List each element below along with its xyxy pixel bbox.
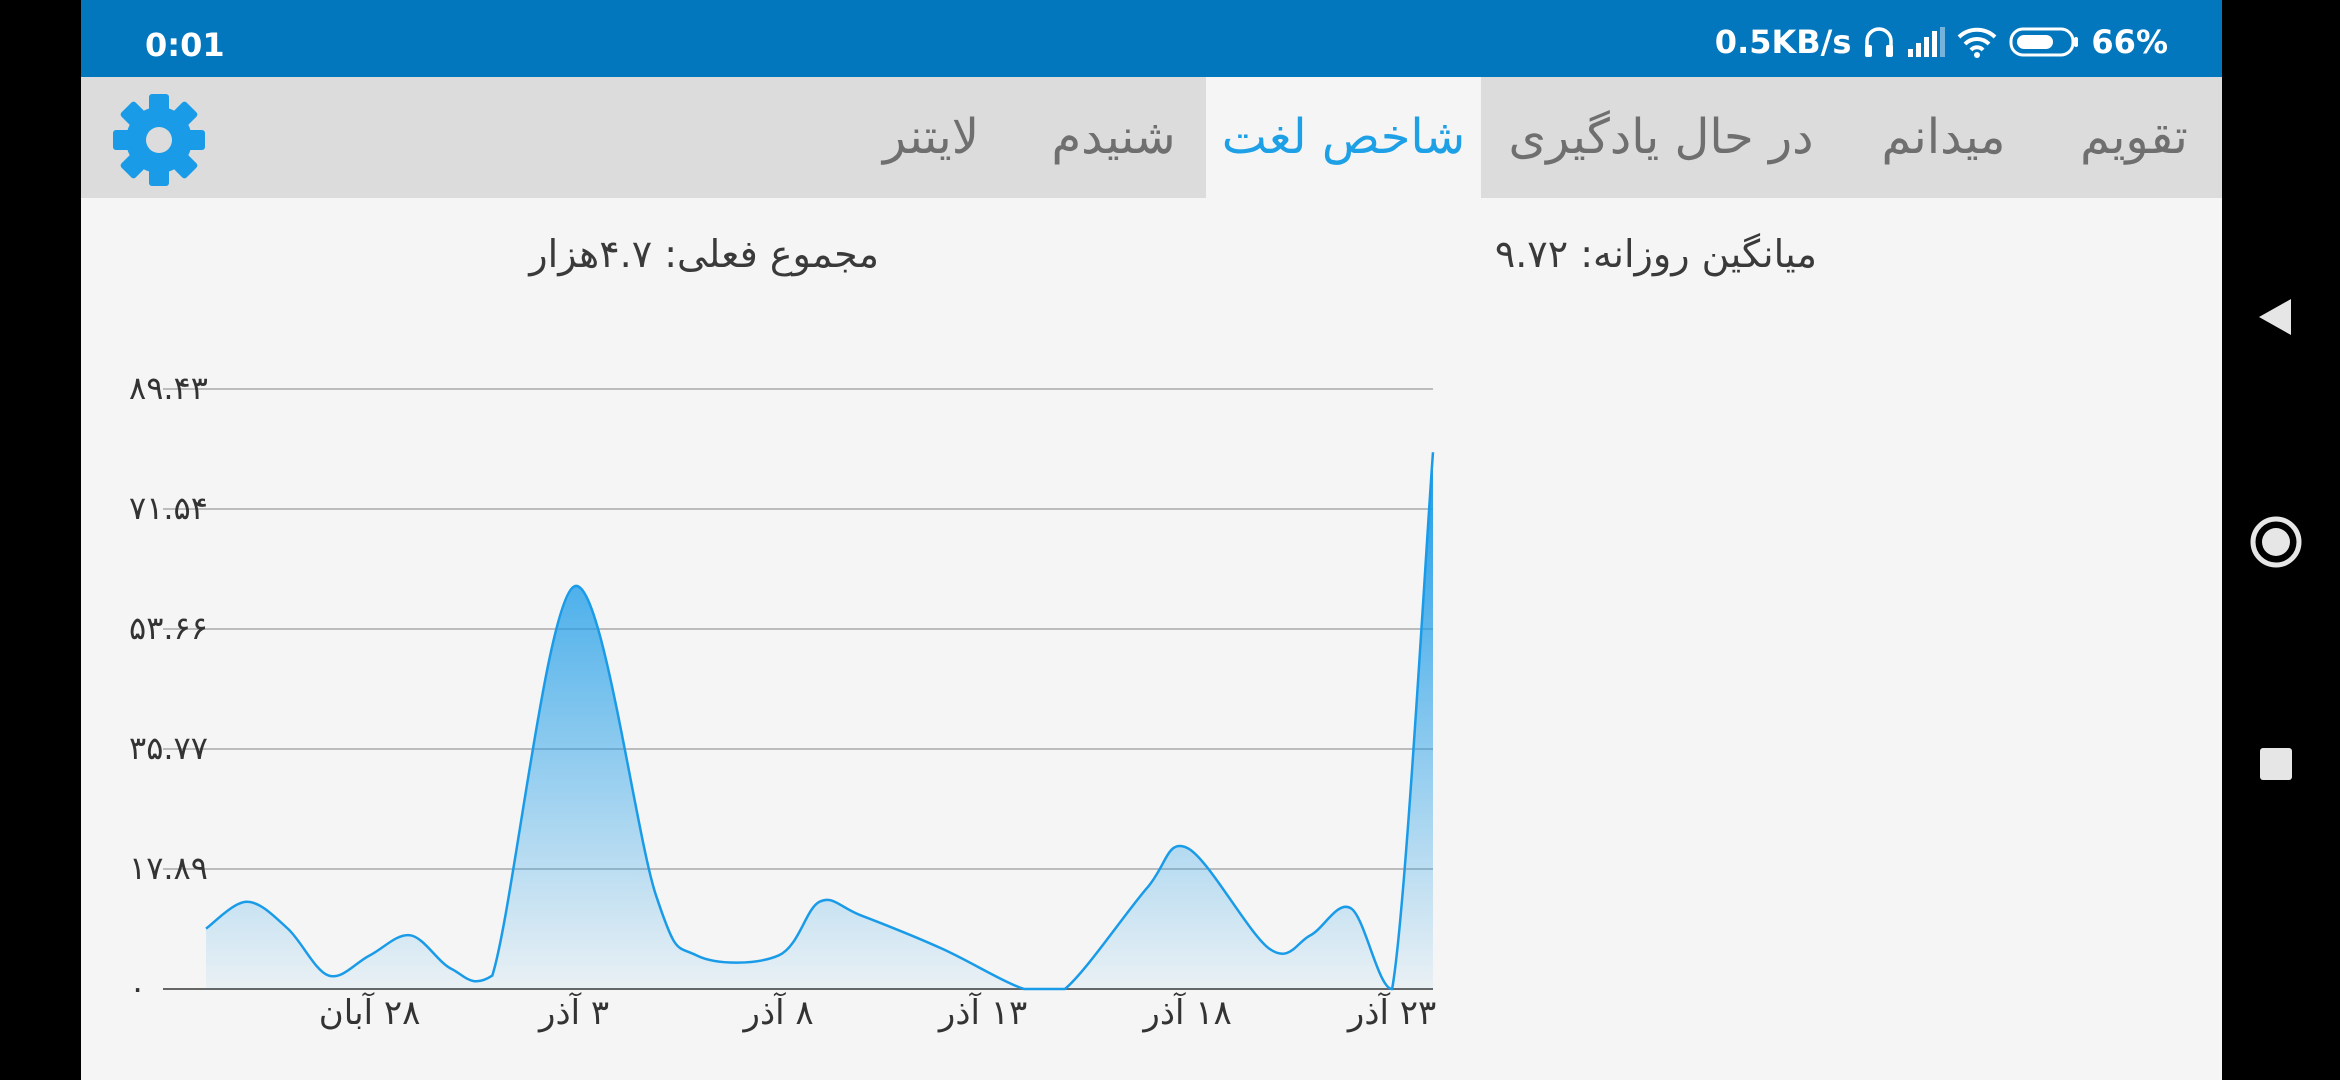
y-tick-label: ۸۹.۴۳ — [129, 369, 208, 407]
recents-square-icon[interactable] — [2259, 747, 2293, 781]
tab-known[interactable]: میدانم — [1881, 109, 2006, 165]
gear-icon[interactable] — [109, 90, 209, 190]
y-tick-label: ۵۳.۶۶ — [129, 609, 208, 647]
back-triangle-icon[interactable] — [2257, 297, 2293, 337]
x-tick-label: ۲۳ آذر — [1346, 992, 1436, 1033]
y-tick-label: ۳۵.۷۷ — [129, 729, 208, 767]
series-area — [206, 452, 1433, 990]
app-screen: 0:01 0.5KB/s 66% تقویم میدانم در حال یاد… — [81, 0, 2222, 1080]
y-tick-label: ۰ — [129, 969, 146, 1007]
daily-average-stat: میانگین روزانه: ۹.۷۲ — [1494, 232, 1817, 276]
y-tick-label: ۷۱.۵۴ — [129, 489, 208, 527]
x-tick-label: ۳ آذر — [537, 992, 609, 1033]
tab-heard[interactable]: شنیدم — [1051, 109, 1176, 165]
tab-leitner[interactable]: لایتنر — [882, 109, 980, 165]
status-bar: 0:01 0.5KB/s 66% — [81, 0, 2222, 77]
x-tick-label: ۱۳ آذر — [937, 992, 1027, 1033]
headphones-icon — [1863, 25, 1895, 59]
tab-calendar[interactable]: تقویم — [2080, 109, 2188, 165]
battery-icon — [2009, 26, 2079, 58]
battery-percent: 66% — [2091, 23, 2168, 61]
home-circle-icon[interactable] — [2249, 515, 2303, 569]
tab-bar: تقویم میدانم در حال یادگیری شاخص لغت شنی… — [81, 77, 2222, 198]
wifi-icon — [1957, 26, 1997, 58]
x-tick-label: ۲۸ آبان — [319, 992, 421, 1033]
navigation-bar — [2222, 0, 2340, 1080]
x-tick-label: ۱۸ آذر — [1141, 992, 1231, 1033]
tab-word-index[interactable]: شاخص لغت — [1206, 77, 1481, 198]
status-indicators: 0.5KB/s 66% — [1715, 22, 2168, 62]
series-line — [205, 452, 1435, 991]
x-tick-label: ۸ آذر — [742, 992, 814, 1033]
y-axis-ticks: ۰ ۱۷.۸۹ ۳۵.۷۷ ۵۳.۶۶ ۷۱.۵۴ ۸۹.۴۳ — [129, 369, 208, 1007]
x-axis-ticks: ۲۸ آبان ۳ آذر ۸ آذر ۱۳ آذر ۱۸ آذر ۲۳ آذر — [319, 992, 1436, 1033]
signal-icon — [1907, 27, 1946, 57]
y-tick-label: ۱۷.۸۹ — [129, 849, 208, 887]
current-total-stat: مجموع فعلی: ۴.۷هزار — [529, 232, 879, 276]
area-chart: ۰ ۱۷.۸۹ ۳۵.۷۷ ۵۳.۶۶ ۷۱.۵۴ ۸۹.۴۳ ۲۸ آبان ۳ آذر ۸… — [129, 369, 1436, 1033]
chart-grid — [163, 388, 1433, 990]
status-time: 0:01 — [145, 26, 225, 64]
tab-learning[interactable]: در حال یادگیری — [1508, 109, 1814, 165]
chart-series — [205, 452, 1435, 991]
network-speed: 0.5KB/s — [1714, 23, 1852, 61]
